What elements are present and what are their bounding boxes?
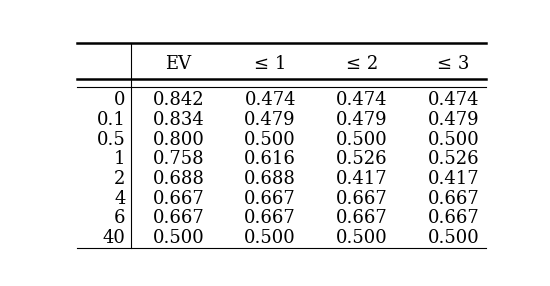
Text: 0.800: 0.800 bbox=[152, 131, 205, 149]
Text: 0.667: 0.667 bbox=[336, 209, 388, 227]
Text: 0.834: 0.834 bbox=[153, 111, 205, 129]
Text: 0.417: 0.417 bbox=[428, 170, 479, 188]
Text: 40: 40 bbox=[102, 229, 125, 247]
Text: 2: 2 bbox=[114, 170, 125, 188]
Text: ≤ 3: ≤ 3 bbox=[437, 55, 470, 73]
Text: 0.500: 0.500 bbox=[244, 131, 296, 149]
Text: 0.500: 0.500 bbox=[427, 131, 479, 149]
Text: 0.479: 0.479 bbox=[244, 111, 296, 129]
Text: 0.758: 0.758 bbox=[153, 150, 204, 168]
Text: 0.667: 0.667 bbox=[244, 209, 296, 227]
Text: 0.688: 0.688 bbox=[152, 170, 205, 188]
Text: 0.616: 0.616 bbox=[244, 150, 296, 168]
Text: 0.526: 0.526 bbox=[336, 150, 388, 168]
Text: 0.1: 0.1 bbox=[97, 111, 125, 129]
Text: 0.842: 0.842 bbox=[153, 91, 204, 109]
Text: 0.500: 0.500 bbox=[336, 131, 388, 149]
Text: ≤ 2: ≤ 2 bbox=[345, 55, 378, 73]
Text: 0.667: 0.667 bbox=[153, 190, 205, 208]
Text: 0.667: 0.667 bbox=[427, 190, 479, 208]
Text: 1: 1 bbox=[114, 150, 125, 168]
Text: 0.479: 0.479 bbox=[428, 111, 479, 129]
Text: 6: 6 bbox=[114, 209, 125, 227]
Text: 0.667: 0.667 bbox=[427, 209, 479, 227]
Text: 0.474: 0.474 bbox=[244, 91, 296, 109]
Text: 0.474: 0.474 bbox=[428, 91, 479, 109]
Text: 0.667: 0.667 bbox=[153, 209, 205, 227]
Text: 0.667: 0.667 bbox=[244, 190, 296, 208]
Text: 0: 0 bbox=[114, 91, 125, 109]
Text: 0.500: 0.500 bbox=[336, 229, 388, 247]
Text: EV: EV bbox=[166, 55, 191, 73]
Text: 0.479: 0.479 bbox=[336, 111, 388, 129]
Text: 0.474: 0.474 bbox=[336, 91, 388, 109]
Text: 0.688: 0.688 bbox=[244, 170, 296, 188]
Text: 4: 4 bbox=[114, 190, 125, 208]
Text: ≤ 1: ≤ 1 bbox=[254, 55, 287, 73]
Text: 0.500: 0.500 bbox=[153, 229, 205, 247]
Text: 0.500: 0.500 bbox=[244, 229, 296, 247]
Text: 0.526: 0.526 bbox=[428, 150, 479, 168]
Text: 0.500: 0.500 bbox=[427, 229, 479, 247]
Text: 0.417: 0.417 bbox=[336, 170, 388, 188]
Text: 0.667: 0.667 bbox=[336, 190, 388, 208]
Text: 0.5: 0.5 bbox=[97, 131, 125, 149]
